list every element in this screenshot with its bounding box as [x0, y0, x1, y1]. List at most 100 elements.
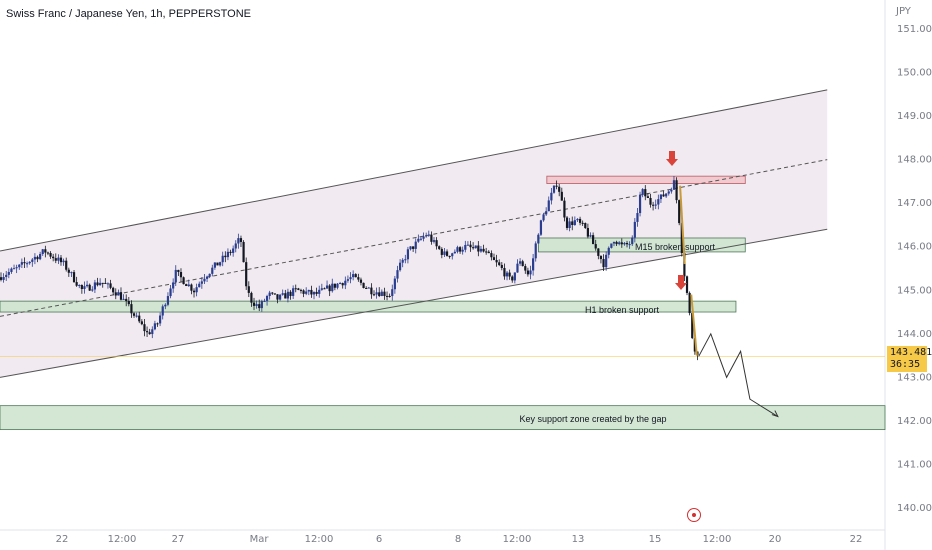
candle-body — [529, 270, 532, 275]
candle-body — [631, 237, 634, 245]
candle-body — [263, 300, 266, 302]
candle-body — [625, 242, 629, 245]
candle-body — [91, 289, 94, 291]
price-tick-label: 148.000 — [897, 155, 932, 166]
candle-body — [18, 264, 21, 268]
time-tick-label: 6 — [376, 534, 382, 545]
candle-body — [62, 260, 65, 263]
candle-body — [380, 291, 383, 296]
price-tick-label: 151.000 — [897, 24, 932, 35]
channel-lower-line[interactable] — [0, 228, 828, 378]
candle-body — [448, 255, 451, 257]
candle-body — [427, 234, 430, 236]
price-tick-label: 142.000 — [897, 416, 932, 427]
candle-body — [472, 247, 475, 249]
gap-candle — [679, 185, 686, 265]
candle-body — [636, 213, 639, 222]
candle-body — [260, 301, 263, 309]
candle-body — [646, 196, 649, 198]
candle-body — [333, 283, 336, 288]
h1-zone-label: H1 broken support — [585, 305, 660, 315]
candle-body — [466, 244, 470, 246]
candle-body — [500, 264, 503, 268]
candle-body — [318, 289, 321, 294]
candle-body — [678, 200, 681, 224]
candle-body — [602, 259, 605, 268]
price-tick-label: 140.000 — [897, 503, 932, 514]
candle-body — [7, 271, 10, 275]
candle-body — [96, 282, 99, 286]
candle-body — [25, 263, 29, 265]
candle-body — [237, 238, 240, 244]
candle-body — [610, 243, 613, 248]
candle-body — [391, 289, 394, 297]
candle-body — [117, 292, 120, 296]
price-tick-label: 150.000 — [897, 68, 932, 79]
candle-body — [451, 253, 454, 257]
candle-body — [148, 332, 151, 335]
candle-body — [12, 268, 16, 270]
candle-body — [378, 292, 381, 296]
candle-body — [461, 249, 464, 252]
time-tick-label: Mar — [250, 534, 270, 545]
candle-body — [532, 258, 535, 271]
candle-body — [247, 286, 250, 293]
candle-body — [114, 292, 117, 296]
h1-support-zone — [0, 300, 737, 313]
arrow-down-icon[interactable] — [678, 275, 684, 283]
candle-body — [83, 286, 86, 289]
candle-body — [545, 211, 548, 215]
candle-body — [302, 290, 305, 294]
candle-body — [239, 238, 243, 242]
candle-body — [219, 262, 222, 266]
candle-body — [524, 266, 527, 271]
candle-body — [547, 200, 550, 212]
candle-body — [245, 262, 248, 287]
candle-body — [242, 241, 245, 263]
candle-body — [271, 292, 274, 294]
candle-body — [584, 223, 587, 229]
candle-body — [72, 272, 76, 283]
candle-body — [31, 259, 34, 262]
candle-body — [75, 282, 78, 286]
candle-body — [276, 294, 279, 300]
candle-body — [443, 251, 446, 255]
candle-body — [0, 277, 3, 280]
candle-body — [307, 289, 310, 292]
candle-body — [106, 283, 110, 285]
candle-body — [498, 262, 501, 265]
resistance-zone — [546, 175, 746, 184]
candle-body — [315, 291, 318, 294]
time-tick-label: 12:00 — [305, 534, 334, 545]
target-icon[interactable] — [687, 508, 701, 522]
candle-body — [15, 267, 18, 269]
candle-body — [216, 262, 219, 266]
candle-body — [289, 291, 292, 296]
gap-candle — [690, 294, 698, 356]
candle-body — [487, 251, 490, 254]
channel-upper-line[interactable] — [0, 89, 828, 252]
candle-body — [362, 282, 365, 288]
channel-mid-line[interactable] — [0, 159, 828, 317]
candle-body — [605, 254, 608, 268]
candle-body — [252, 302, 256, 306]
arrow-down-icon[interactable] — [666, 159, 678, 166]
candle-body — [28, 261, 31, 264]
candle-body — [453, 251, 456, 254]
candle-body — [683, 253, 686, 277]
candle-body — [597, 248, 600, 256]
candle-body — [542, 214, 545, 221]
candle-body — [20, 262, 23, 265]
candle-body — [550, 192, 553, 201]
candle-body — [680, 223, 683, 254]
projection-path[interactable] — [698, 332, 779, 417]
candle-body — [490, 253, 493, 258]
candle-body — [145, 331, 149, 333]
candle-body — [344, 280, 347, 286]
candle-body — [328, 285, 331, 292]
arrow-down-icon[interactable] — [675, 283, 687, 290]
time-tick-label: 12:00 — [108, 534, 137, 545]
candle-body — [456, 247, 459, 252]
arrow-down-icon[interactable] — [669, 151, 675, 159]
